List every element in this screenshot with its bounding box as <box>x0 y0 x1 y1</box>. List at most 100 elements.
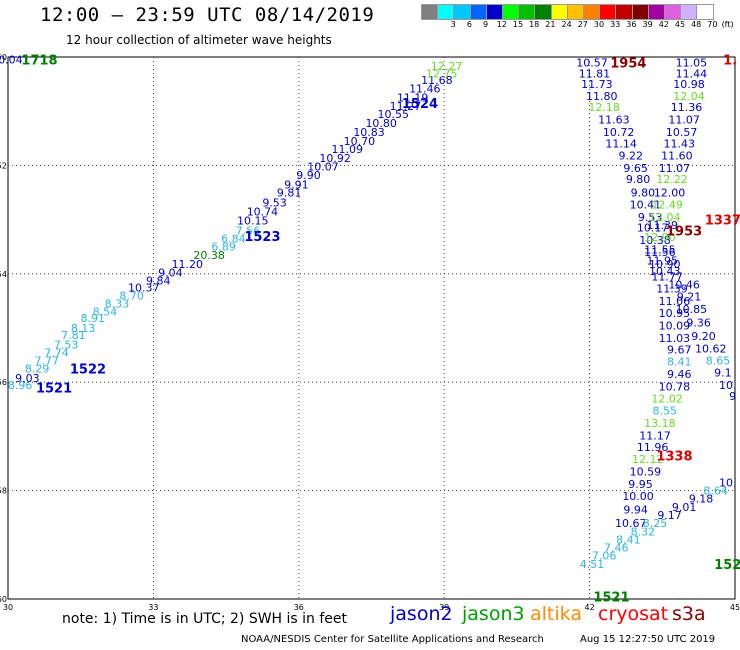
scale-label: 39 <box>642 20 653 29</box>
wave-height-point: 4.51 <box>580 558 605 571</box>
wave-height-point: 9.80 <box>626 173 651 186</box>
scale-label: 15 <box>512 20 524 29</box>
y-tick-label: -52 <box>0 161 7 170</box>
wave-height-chart: 303336394245-50-52-54-56-58-600.048.969.… <box>0 53 740 610</box>
wave-height-point: 9.95 <box>628 478 653 491</box>
wave-height-point: 10.70 <box>344 135 376 148</box>
scale-label: 36 <box>626 20 637 29</box>
wave-height-point: 8.91 <box>81 312 106 325</box>
wave-height-point: 9.67 <box>667 344 692 357</box>
wave-height-point: 10.57 <box>666 126 698 139</box>
scale-label: 18 <box>529 20 540 29</box>
wave-height-point: 10.62 <box>695 343 727 356</box>
wave-height-point: 10.72 <box>603 126 635 139</box>
wave-height-point: 11.17 <box>639 429 671 442</box>
wave-height-point: 10.57 <box>576 56 608 69</box>
wave-height-point: 8.13 <box>71 322 96 335</box>
page-title: 12:00 – 23:59 UTC 08/14/2019 <box>40 4 375 26</box>
wave-height-point: 11.56 <box>644 246 676 259</box>
wave-height-point: 11.96 <box>637 441 669 454</box>
wave-height-point: 11.80 <box>586 90 618 103</box>
wave-height-point: 10.59 <box>630 466 662 479</box>
wave-height-point: 12.18 <box>588 101 620 114</box>
wave-height-point: 11.39 <box>656 282 688 295</box>
wave-height-point: 10.83 <box>353 126 385 139</box>
scale-label: 42 <box>658 20 669 29</box>
wave-height-point: 10.98 <box>673 78 705 91</box>
wave-height-point: 12.49 <box>651 198 683 211</box>
scale-label: 27 <box>577 20 588 29</box>
wave-height-point: 9.46 <box>667 368 692 381</box>
wave-height-point: 11.39 <box>647 219 679 232</box>
wave-height-point: 11.60 <box>661 150 693 163</box>
wave-height-point: 10.07 <box>307 160 339 173</box>
scale-label: 9 <box>483 20 489 29</box>
wave-height-point: 12.12 <box>632 453 664 466</box>
wave-height-point: 6.84 <box>221 233 246 246</box>
wave-height-point: 10.80 <box>365 117 397 130</box>
scale-label: 21 <box>545 20 556 29</box>
wave-height-point: 11.73 <box>581 78 613 91</box>
wave-height-point: 12.27 <box>431 60 463 73</box>
wave-height-point: 11.06 <box>659 295 691 308</box>
wave-height-point: 11.46 <box>409 82 441 95</box>
wave-height-point: 13.18 <box>644 417 676 430</box>
wave-height-point: 7.56 <box>236 224 261 237</box>
wave-height-point: 9.36 <box>686 317 711 330</box>
wave-height-point: 11.95 <box>647 254 679 267</box>
wave-height-point: 9.22 <box>619 150 644 163</box>
x-tick-label: 39 <box>439 603 449 610</box>
wave-height-point: 8.29 <box>25 363 50 376</box>
wave-height-point: 12.04 <box>673 90 705 103</box>
orbit-label: 1954 <box>610 56 646 71</box>
mission-label-jason2: jason2 <box>390 603 453 625</box>
mission-label-cryosat: cryosat <box>598 603 669 625</box>
wave-height-point: 9.91 <box>284 178 309 191</box>
wave-height-point: 10.46 <box>668 279 700 292</box>
scale-label: 24 <box>561 20 572 29</box>
wave-height-point: 7.81 <box>61 329 86 342</box>
orbit-label: 1521 <box>593 590 629 605</box>
wave-height-point: 11.55 <box>644 243 676 256</box>
footer-note: note: 1) Time is in UTC; 2) SWH is in fe… <box>62 611 348 627</box>
wave-height-point: 9.03 <box>15 372 40 385</box>
wave-height-point: 10.78 <box>659 381 691 394</box>
wave-height-point: 11.05 <box>676 56 708 69</box>
mission-label-s3a: s3a <box>672 603 706 625</box>
wave-height-point: 9.20 <box>691 330 716 343</box>
wave-height-point: 11.14 <box>605 138 637 151</box>
wave-height-point: 20.38 <box>193 249 225 262</box>
y-tick-label: -58 <box>0 487 7 496</box>
x-tick-label: 33 <box>148 603 158 610</box>
wave-height-point: 8.41 <box>616 533 641 546</box>
wave-height-point: 9 <box>729 390 736 403</box>
wave-height-point: 12.90 <box>644 231 676 244</box>
x-tick-label: 42 <box>585 603 595 610</box>
orbit-label: 1. <box>723 54 737 69</box>
wave-height-point: 11.19 <box>397 92 429 105</box>
wave-height-point: 8.41 <box>667 356 692 369</box>
wave-height-point: 9.81 <box>277 187 302 200</box>
wave-height-point: 12.22 <box>656 173 688 186</box>
wave-height-point: 9.17 <box>657 509 682 522</box>
wave-height-point: 9.94 <box>623 504 648 517</box>
wave-height-point: 8.55 <box>652 404 677 417</box>
page-subtitle: 12 hour collection of altimeter wave hei… <box>66 33 332 47</box>
scale-label: 12 <box>496 20 507 29</box>
orbit-label: 1523 <box>244 230 280 245</box>
wave-height-point: 9.90 <box>296 169 321 182</box>
wave-height-point: 11.03 <box>659 332 691 345</box>
wave-height-point: 8.70 <box>119 289 144 302</box>
orbit-label: 1337 <box>705 214 740 229</box>
orbit-label: 1524 <box>402 97 438 112</box>
y-tick-label: -56 <box>0 378 7 387</box>
scale-label: 33 <box>610 20 621 29</box>
wave-height-point: 9.18 <box>689 493 714 506</box>
generation-timestamp: Aug 15 12:27:50 UTC 2019 <box>580 634 716 645</box>
scale-label: 48 <box>691 20 702 29</box>
wave-height-point: 12.00 <box>654 187 686 200</box>
wave-height-point: 11.68 <box>421 74 453 87</box>
scale-label: 70 <box>707 20 718 29</box>
wave-height-point: 10.55 <box>378 108 410 121</box>
wave-height-point: 9.84 <box>146 274 171 287</box>
